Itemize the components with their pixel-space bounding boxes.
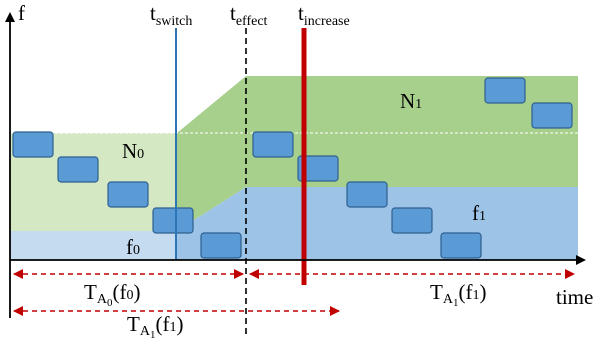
y-axis-label: f <box>18 1 25 25</box>
f0-region <box>10 231 177 260</box>
packet <box>252 131 294 158</box>
t-increase-label: tincrease <box>298 1 350 29</box>
packet <box>484 77 526 104</box>
packet <box>57 156 99 183</box>
packet <box>152 207 194 234</box>
packet <box>440 232 482 259</box>
packet <box>107 181 149 208</box>
packet <box>200 232 242 259</box>
n0-label: N0 <box>122 139 144 163</box>
interval-ta0-label: TA0(f0) <box>84 280 140 309</box>
interval-ta1-bottom-label: TA1(f1) <box>127 312 183 341</box>
t-effect-label: teffect <box>230 1 268 29</box>
interval-ta1-right-label: TA1(f1) <box>430 280 486 309</box>
n1-label: N1 <box>400 89 422 113</box>
packets <box>12 77 573 259</box>
packet <box>297 155 339 182</box>
transition-green-region <box>177 76 246 231</box>
packet <box>12 131 54 158</box>
t-switch-label: tswitch <box>150 1 192 29</box>
f0-label: f0 <box>126 235 140 259</box>
packet <box>346 181 388 208</box>
packet <box>531 102 573 129</box>
f1-label: f1 <box>472 201 486 225</box>
packet <box>391 207 433 234</box>
x-axis-label: time <box>556 285 593 309</box>
